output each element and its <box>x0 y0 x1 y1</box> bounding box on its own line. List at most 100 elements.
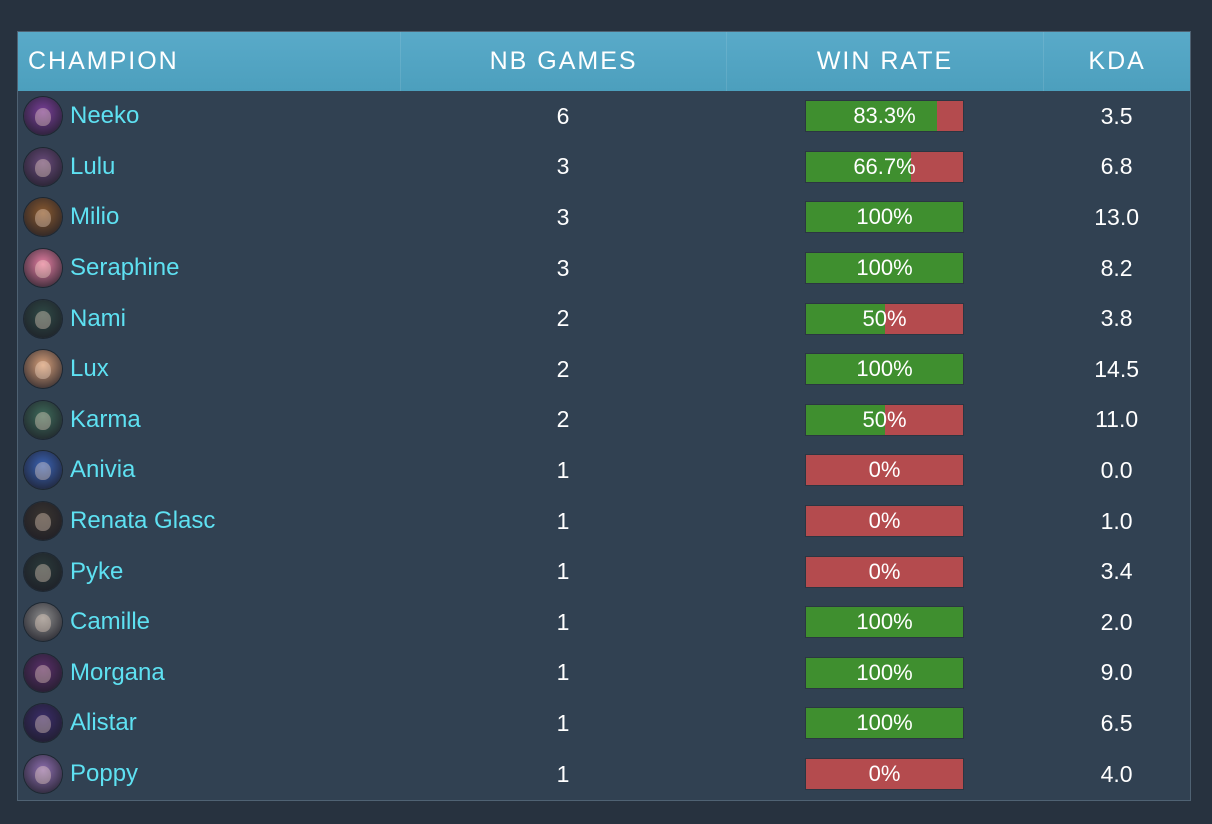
morgana-portrait-icon[interactable] <box>24 653 62 692</box>
champion-cell: Milio <box>18 192 400 243</box>
kda-value: 2.0 <box>1100 608 1133 635</box>
win-rate-cell: 50% <box>726 293 1043 344</box>
games-count: 1 <box>556 558 570 585</box>
games-count: 3 <box>556 153 570 180</box>
champion-cell: Nami <box>18 293 400 344</box>
header-win-rate[interactable]: WIN RATE <box>725 32 1043 91</box>
champion-name-link[interactable]: Karma <box>70 405 141 433</box>
win-rate-label: 100% <box>856 356 913 382</box>
games-count: 1 <box>556 659 570 686</box>
lux-portrait-icon[interactable] <box>24 350 62 389</box>
table-row[interactable]: Morgana 1 100% 9.0 <box>18 648 1190 699</box>
table-row[interactable]: Pyke 1 0% 3.4 <box>18 546 1190 597</box>
win-rate-bar: 100% <box>805 252 965 285</box>
table-row[interactable]: Milio 3 100% 13.0 <box>18 192 1190 243</box>
win-rate-label: 100% <box>856 255 913 281</box>
champion-name-link[interactable]: Pyke <box>70 557 124 585</box>
games-count: 3 <box>556 254 570 281</box>
karma-portrait-icon[interactable] <box>24 400 62 439</box>
win-rate-label: 50% <box>862 305 907 331</box>
table-body: Neeko 6 83.3% 3.5 Lulu 3 66.7% 6.8 Milio 3 100% 13.… <box>18 91 1190 799</box>
win-rate-cell: 100% <box>726 192 1043 243</box>
win-rate-bar-fill <box>806 657 964 688</box>
table-row[interactable]: Anivia 1 0% 0.0 <box>18 445 1190 496</box>
alistar-portrait-icon[interactable] <box>24 704 62 743</box>
win-rate-cell: 50% <box>726 395 1043 446</box>
champion-name-link[interactable]: Neeko <box>70 102 140 130</box>
champion-cell: Seraphine <box>18 243 400 294</box>
win-rate-cell: 0% <box>726 496 1043 547</box>
table-row[interactable]: Lulu 3 66.7% 6.8 <box>18 142 1190 193</box>
champion-name-link[interactable]: Milio <box>70 203 120 231</box>
champion-name-link[interactable]: Lux <box>70 355 109 383</box>
kda-value: 11.0 <box>1095 406 1139 433</box>
champion-cell: Pyke <box>18 546 400 597</box>
header-kda[interactable]: KDA <box>1043 32 1190 91</box>
champion-name-link[interactable]: Morgana <box>70 658 165 686</box>
kda-value: 3.5 <box>1100 102 1133 129</box>
games-count: 2 <box>556 305 570 332</box>
table-row[interactable]: Camille 1 100% 2.0 <box>18 597 1190 648</box>
camille-portrait-icon[interactable] <box>24 603 62 642</box>
champion-name-link[interactable]: Camille <box>70 608 151 636</box>
champion-name-link[interactable]: Lulu <box>70 152 116 180</box>
anivia-portrait-icon[interactable] <box>24 451 62 490</box>
win-rate-bar-fill <box>806 354 964 385</box>
champion-cell: Poppy <box>18 749 400 800</box>
games-count: 2 <box>556 355 570 382</box>
champion-name-link[interactable]: Anivia <box>70 456 136 484</box>
table-row[interactable]: Poppy 1 0% 4.0 <box>18 749 1190 800</box>
table-row[interactable]: Nami 2 50% 3.8 <box>18 293 1190 344</box>
win-rate-cell: 100% <box>726 648 1043 699</box>
champion-cell: Lux <box>18 344 400 395</box>
kda-value: 0.0 <box>1100 456 1133 483</box>
win-rate-bar-fill <box>806 404 885 435</box>
kda-value: 6.8 <box>1100 153 1133 180</box>
header-nb-games[interactable]: NB GAMES <box>400 32 725 91</box>
renata-glasc-portrait-icon[interactable] <box>24 502 62 541</box>
win-rate-bar-fill <box>806 708 964 739</box>
champion-name-link[interactable]: Renata Glasc <box>70 507 216 535</box>
win-rate-bar: 100% <box>805 201 965 234</box>
kda-value: 4.0 <box>1100 760 1133 787</box>
win-rate-label: 66.7% <box>853 153 916 179</box>
nami-portrait-icon[interactable] <box>24 299 62 338</box>
champion-cell: Morgana <box>18 648 400 699</box>
games-count: 1 <box>556 760 570 787</box>
champion-cell: Camille <box>18 597 400 648</box>
table-row[interactable]: Seraphine 3 100% 8.2 <box>18 243 1190 294</box>
games-count: 3 <box>556 203 570 230</box>
table-row[interactable]: Renata Glasc 1 0% 1.0 <box>18 496 1190 547</box>
win-rate-label: 0% <box>868 457 901 483</box>
kda-value: 3.4 <box>1100 558 1133 585</box>
win-rate-cell: 0% <box>726 546 1043 597</box>
pyke-portrait-icon[interactable] <box>24 552 62 591</box>
win-rate-cell: 100% <box>726 597 1043 648</box>
header-champion[interactable]: CHAMPION <box>28 47 179 75</box>
win-rate-label: 83.3% <box>853 103 916 129</box>
champion-cell: Anivia <box>18 445 400 496</box>
poppy-portrait-icon[interactable] <box>24 755 62 794</box>
win-rate-bar: 100% <box>805 656 965 689</box>
win-rate-bar: 0% <box>805 454 965 487</box>
games-count: 1 <box>556 709 570 736</box>
champion-cell: Lulu <box>18 142 400 193</box>
champion-name-link[interactable]: Nami <box>70 304 127 332</box>
champion-name-link[interactable]: Seraphine <box>70 254 180 282</box>
lulu-portrait-icon[interactable] <box>24 147 62 186</box>
win-rate-bar: 50% <box>805 302 965 335</box>
win-rate-bar: 66.7% <box>805 150 965 183</box>
seraphine-portrait-icon[interactable] <box>24 249 62 288</box>
champion-name-link[interactable]: Poppy <box>70 760 139 788</box>
neeko-portrait-icon[interactable] <box>24 97 62 136</box>
champion-stats-table: CHAMPION NB GAMES WIN RATE KDA Neeko 6 83.… <box>17 31 1191 801</box>
table-row[interactable]: Alistar 1 100% 6.5 <box>18 698 1190 749</box>
champion-name-link[interactable]: Alistar <box>70 709 137 737</box>
table-row[interactable]: Neeko 6 83.3% 3.5 <box>18 91 1190 142</box>
win-rate-bar-fill <box>806 303 885 334</box>
win-rate-bar-fill <box>806 151 911 182</box>
table-row[interactable]: Lux 2 100% 14.5 <box>18 344 1190 395</box>
table-row[interactable]: Karma 2 50% 11.0 <box>18 395 1190 446</box>
milio-portrait-icon[interactable] <box>24 198 62 237</box>
win-rate-label: 100% <box>856 609 913 635</box>
